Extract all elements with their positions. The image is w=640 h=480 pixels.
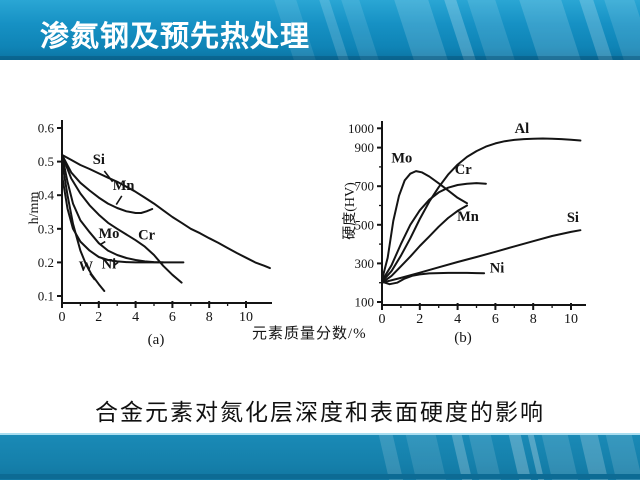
light-ray-decoration <box>539 435 583 480</box>
curve-label-Mo: Mo <box>98 226 119 242</box>
curve-label-Mn: Mn <box>457 209 479 225</box>
x-tick-label: 8 <box>206 310 213 325</box>
light-ray-decoration <box>603 435 640 480</box>
series-Ni <box>381 271 486 286</box>
label-leader-Mo <box>99 240 106 246</box>
series-Mn <box>61 153 154 214</box>
series-Si <box>381 229 582 284</box>
x-tick-label: 8 <box>530 312 537 327</box>
y-tick-label: 0.6 <box>38 121 55 136</box>
y-tick-label: 0.5 <box>38 154 54 169</box>
series-Cr <box>381 182 487 282</box>
curve-label-Cr: Cr <box>455 162 472 178</box>
y-tick-label: 1000 <box>348 121 374 136</box>
x-tick-label: 4 <box>454 312 461 327</box>
chart-a-nitrided-layer-depth: 0.6 0.5 0.4 0.3 0.2 0.1 0 2 4 6 8 10 Si Mn Cr Mo Ni Wh/mm… <box>28 120 272 348</box>
y-axis-label: h/mm <box>28 192 42 225</box>
chart-caption: (a) <box>148 332 165 348</box>
footer-bar <box>0 433 640 480</box>
curve-label-Cr: Cr <box>138 228 155 244</box>
y-tick-label: 700 <box>355 179 375 194</box>
series-Mo <box>61 153 165 264</box>
chart-caption: (b) <box>454 330 472 346</box>
label-leader-W <box>89 273 96 281</box>
y-tick-label: 100 <box>355 295 375 310</box>
label-leader-Mn <box>115 195 123 206</box>
x-tick-label: 6 <box>169 310 176 325</box>
x-tick-label: 0 <box>59 310 66 325</box>
y-tick-label: 0.4 <box>38 188 55 203</box>
curve-label-Mn: Mn <box>113 178 135 194</box>
curve-label-W: W <box>79 259 94 275</box>
series-Mn <box>381 204 468 284</box>
x-tick-label: 10 <box>564 312 578 327</box>
series-Cr <box>61 153 183 284</box>
curve-label-Ni: Ni <box>102 256 117 272</box>
y-tick-label: 300 <box>355 256 375 271</box>
y-tick-label: 0.3 <box>38 221 54 236</box>
series-Al <box>381 137 582 283</box>
label-leader-Si <box>103 170 114 183</box>
title-bar: 渗氮钢及预先热处理 <box>0 0 640 60</box>
footer-dark-stripe <box>0 474 640 479</box>
y-tick-label: 900 <box>355 140 375 155</box>
label-leader-Ni <box>113 261 119 266</box>
slide-title: 渗氮钢及预先热处理 <box>40 21 311 53</box>
y-tick-label: 500 <box>355 217 375 232</box>
light-ray-decoration <box>466 435 506 480</box>
light-ray-decoration <box>376 435 408 480</box>
curve-label-Ni: Ni <box>490 261 505 277</box>
series-Si <box>61 153 271 270</box>
figure-caption: 合金元素对氮化层深度和表面硬度的影响 <box>95 400 545 425</box>
curve-label-Si: Si <box>93 152 105 168</box>
curve-label-Al: Al <box>515 121 530 137</box>
y-tick-label: 0.2 <box>38 255 54 270</box>
x-tick-label: 2 <box>95 310 102 325</box>
x-tick-label: 4 <box>132 310 139 325</box>
x-tick-label: 2 <box>416 312 423 327</box>
x-tick-label: 6 <box>492 312 499 327</box>
curve-label-Mo: Mo <box>391 151 412 167</box>
series-Mo <box>381 170 468 281</box>
series-W <box>61 160 106 292</box>
light-ray-decoration <box>403 435 451 480</box>
y-axis-label: 硬度(HV) <box>342 182 358 240</box>
curve-label-Si: Si <box>567 210 579 226</box>
x-tick-label: 10 <box>239 310 253 325</box>
series-Ni <box>61 174 185 264</box>
title-bar-bottom-edge <box>0 56 640 60</box>
y-tick-label: 0.1 <box>38 289 54 304</box>
shared-x-axis-label: 元素质量分数/% <box>252 326 367 342</box>
x-tick-label: 0 <box>379 312 386 327</box>
